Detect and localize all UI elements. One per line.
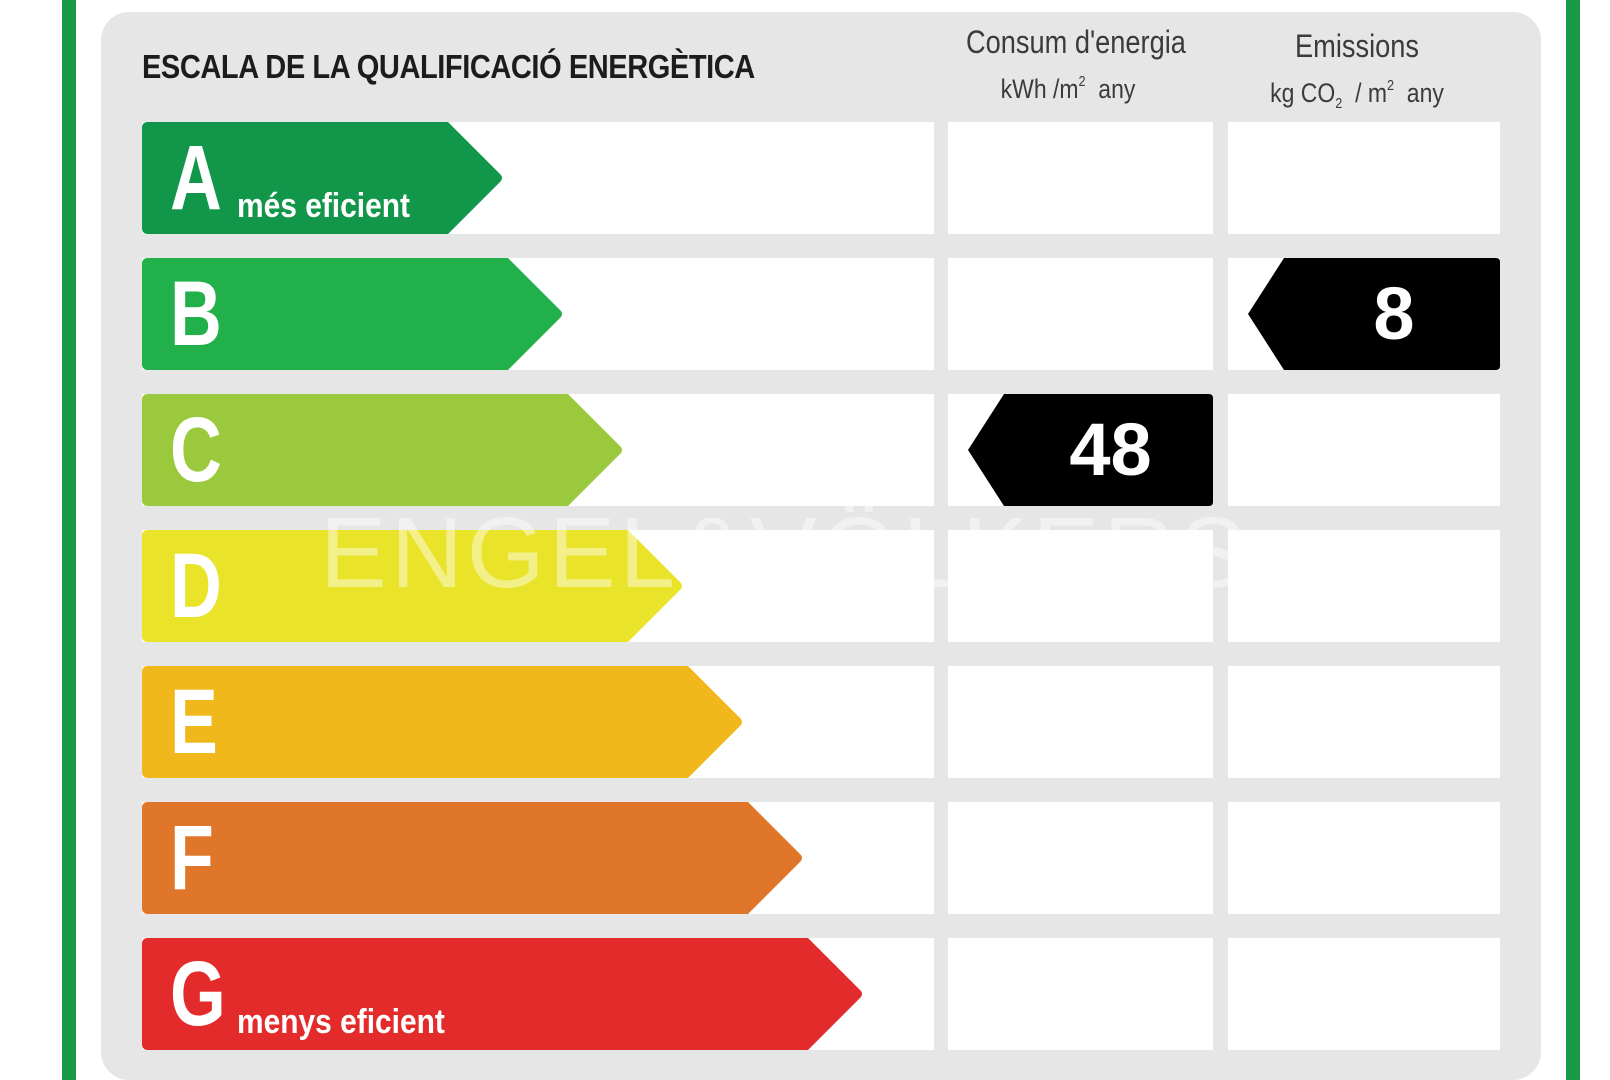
rating-note-g: menys eficient <box>237 1003 445 1041</box>
emissions-cell-f <box>1228 802 1500 914</box>
emissions-unit-sup: 2 <box>1386 77 1395 94</box>
emissions-cell-g <box>1228 938 1500 1050</box>
energy-cell-g <box>948 938 1213 1050</box>
emissions-unit-b: / m <box>1355 78 1387 108</box>
emissions-rating-badge-value: 8 <box>1373 272 1415 355</box>
energy-cell-d <box>948 530 1213 642</box>
rating-letter-d: D <box>170 535 222 637</box>
rating-arrow-b: B <box>142 258 562 370</box>
emissions-unit-tail: any <box>1406 78 1444 108</box>
rating-letter-a: A <box>170 127 222 229</box>
energy-cell-f <box>948 802 1213 914</box>
energy-cell-a <box>948 122 1213 234</box>
energy-cell-e <box>948 666 1213 778</box>
energy-rating-badge: 48 <box>968 394 1213 506</box>
rating-letter-f: F <box>170 807 214 909</box>
energy-header-unit: kWh /m2 any <box>966 62 1170 109</box>
rating-arrow-c: C <box>142 394 622 506</box>
emissions-unit-a: kg CO <box>1270 78 1336 108</box>
rating-letter-g: G <box>170 943 226 1045</box>
energy-unit-sup: 2 <box>1078 73 1086 90</box>
rating-arrow-d: D <box>142 530 682 642</box>
energy-rating-badge-value: 48 <box>1069 408 1152 491</box>
energy-consumption-header: Consum d'energia kWh /m2 any <box>966 22 1186 109</box>
emissions-cell-e <box>1228 666 1500 778</box>
rating-letter-b: B <box>170 263 222 365</box>
energy-cell-b <box>948 258 1213 370</box>
rating-letter-c: C <box>170 399 222 501</box>
page-title: ESCALA DE LA QUALIFICACIÓ ENERGÈTICA <box>142 48 755 85</box>
emissions-unit-sub: 2 <box>1335 95 1343 112</box>
energy-unit-tail: any <box>1098 74 1136 104</box>
emissions-header-title: Emissions <box>1295 28 1419 64</box>
rating-arrow-e: E <box>142 666 742 778</box>
energy-header-title: Consum d'energia <box>966 24 1186 60</box>
emissions-header: Emissions kg CO2 / m2 any <box>1242 26 1472 124</box>
emissions-cell-c <box>1228 394 1500 506</box>
frame-right-border <box>1566 0 1580 1080</box>
emissions-cell-d <box>1228 530 1500 642</box>
emissions-cell-a <box>1228 122 1500 234</box>
rating-note-a: més eficient <box>237 187 410 225</box>
emissions-rating-badge: 8 <box>1248 258 1500 370</box>
rating-arrow-f: F <box>142 802 802 914</box>
energy-unit-text: kWh /m <box>1000 74 1079 104</box>
emissions-header-unit: kg CO2 / m2 any <box>1242 66 1472 124</box>
frame-left-border <box>62 0 76 1080</box>
rating-letter-e: E <box>170 671 218 773</box>
